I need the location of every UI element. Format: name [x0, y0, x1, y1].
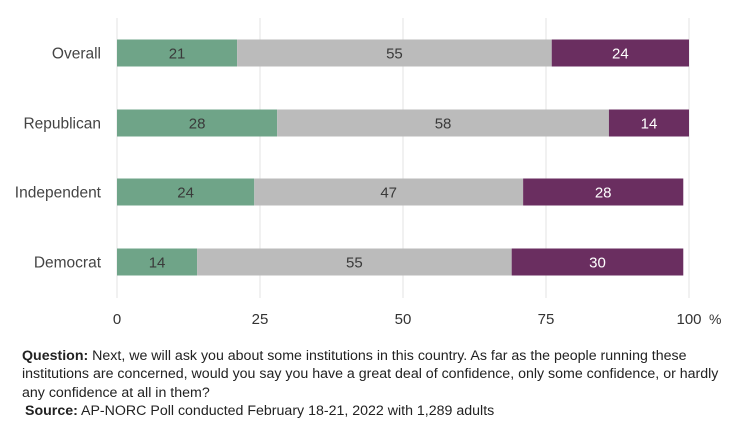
x-tick-label: 75 — [538, 311, 555, 328]
question-label: Question: — [22, 348, 89, 364]
bar-segment — [237, 39, 552, 67]
data-label: 14 — [149, 255, 166, 272]
category-label: Overall — [52, 46, 101, 63]
question-text: Next, we will ask you about some institu… — [22, 348, 719, 401]
data-label: 47 — [380, 185, 397, 202]
category-label: Republican — [23, 116, 101, 133]
data-label: 55 — [346, 255, 363, 272]
source-label: Source: — [25, 403, 78, 420]
data-label: 24 — [177, 185, 194, 202]
data-label: 28 — [189, 116, 206, 133]
x-tick-label: 25 — [252, 311, 269, 328]
x-tick-label: 50 — [395, 311, 412, 328]
bar-segment — [608, 109, 689, 137]
category-label: Independent — [15, 185, 102, 202]
category-label: Democrat — [34, 255, 102, 272]
chart-footer: Question: Next, we will ask you about so… — [22, 347, 737, 421]
source-note: Source: AP-NORC Poll conducted February … — [22, 402, 737, 420]
bar-segment — [277, 109, 609, 137]
bar-segment — [117, 39, 238, 67]
bar-segment — [523, 178, 684, 206]
category-labels: Overall Republican Independent Democrat — [15, 46, 102, 272]
bar-segment — [117, 178, 255, 206]
data-label: 24 — [612, 46, 629, 63]
bar-segment — [254, 178, 524, 206]
question-note: Question: Next, we will ask you about so… — [22, 347, 737, 402]
bar-segment — [551, 39, 689, 67]
data-label: 30 — [589, 255, 606, 272]
bars — [117, 39, 689, 276]
data-label: 28 — [595, 185, 612, 202]
bar-segment — [197, 248, 512, 276]
x-axis-tick-labels: 0 25 50 75 100% — [113, 311, 722, 328]
data-label: 55 — [386, 46, 403, 63]
data-label: 14 — [641, 116, 658, 133]
x-tick-label: 0 — [113, 311, 121, 328]
data-label: 21 — [169, 46, 186, 63]
data-labels: 21 55 24 28 58 14 24 47 28 14 55 30 — [149, 46, 658, 272]
x-unit-label: % — [709, 311, 721, 327]
source-text: AP-NORC Poll conducted February 18-21, 2… — [77, 403, 495, 420]
bar-segment — [511, 248, 684, 276]
bar-segment — [117, 109, 278, 137]
bar-segment — [117, 248, 198, 276]
data-label: 58 — [435, 116, 452, 133]
x-tick-label: 100 — [676, 311, 701, 328]
stacked-bar-chart: 21 55 24 28 58 14 24 47 28 14 55 30 Overall Republic… — [15, 18, 722, 328]
